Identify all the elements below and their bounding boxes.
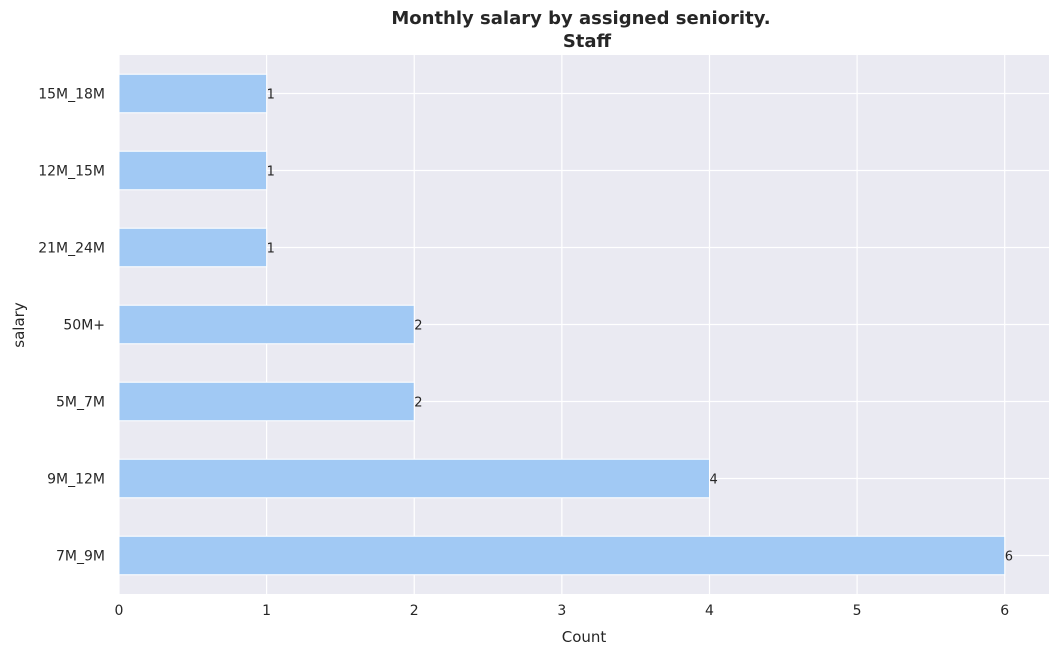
bar [118, 304, 415, 345]
y-tick-label: 5M_7M [56, 395, 105, 411]
bar [118, 458, 710, 499]
y-tick-label: 9M_12M [47, 472, 105, 488]
bar [118, 535, 1006, 576]
x-tick-label: 1 [262, 603, 271, 619]
x-tick-label: 3 [557, 603, 566, 619]
bar [118, 227, 268, 268]
data-labels: 1 1 1 2 2 4 6 [267, 88, 1013, 565]
x-tick-label: 5 [853, 603, 862, 619]
bar-value-label: 4 [709, 473, 717, 488]
bar-value-label: 2 [414, 319, 422, 334]
bar [118, 381, 415, 422]
x-tick-label: 0 [115, 603, 124, 619]
bars [118, 73, 1006, 576]
y-tick-label: 12M_15M [38, 164, 105, 180]
y-tick-label: 15M_18M [38, 87, 105, 103]
chart-subtitle: Staff [563, 31, 612, 52]
y-tick-label: 21M_24M [38, 241, 105, 257]
bar-value-label: 6 [1005, 550, 1013, 565]
y-tick-label: 50M+ [63, 318, 105, 334]
y-axis-ticks: 15M_18M 12M_15M 21M_24M 50M+ 5M_7M 9M_12M 7M_9… [38, 87, 105, 565]
bar-value-label: 1 [267, 165, 275, 180]
x-tick-label: 6 [1000, 603, 1009, 619]
y-axis-label: salary [10, 302, 28, 348]
bar [118, 73, 268, 114]
bar-value-label: 2 [414, 396, 422, 411]
x-tick-label: 4 [705, 603, 714, 619]
x-axis-label: Count [562, 628, 607, 646]
chart-title: Monthly salary by assigned seniority. [391, 8, 770, 29]
y-tick-label: 7M_9M [56, 549, 105, 565]
x-tick-label: 2 [410, 603, 419, 619]
x-axis-ticks: 0 1 2 3 4 5 6 [115, 603, 1010, 619]
bar-value-label: 1 [267, 88, 275, 103]
bar [118, 150, 268, 191]
bar-value-label: 1 [267, 242, 275, 257]
